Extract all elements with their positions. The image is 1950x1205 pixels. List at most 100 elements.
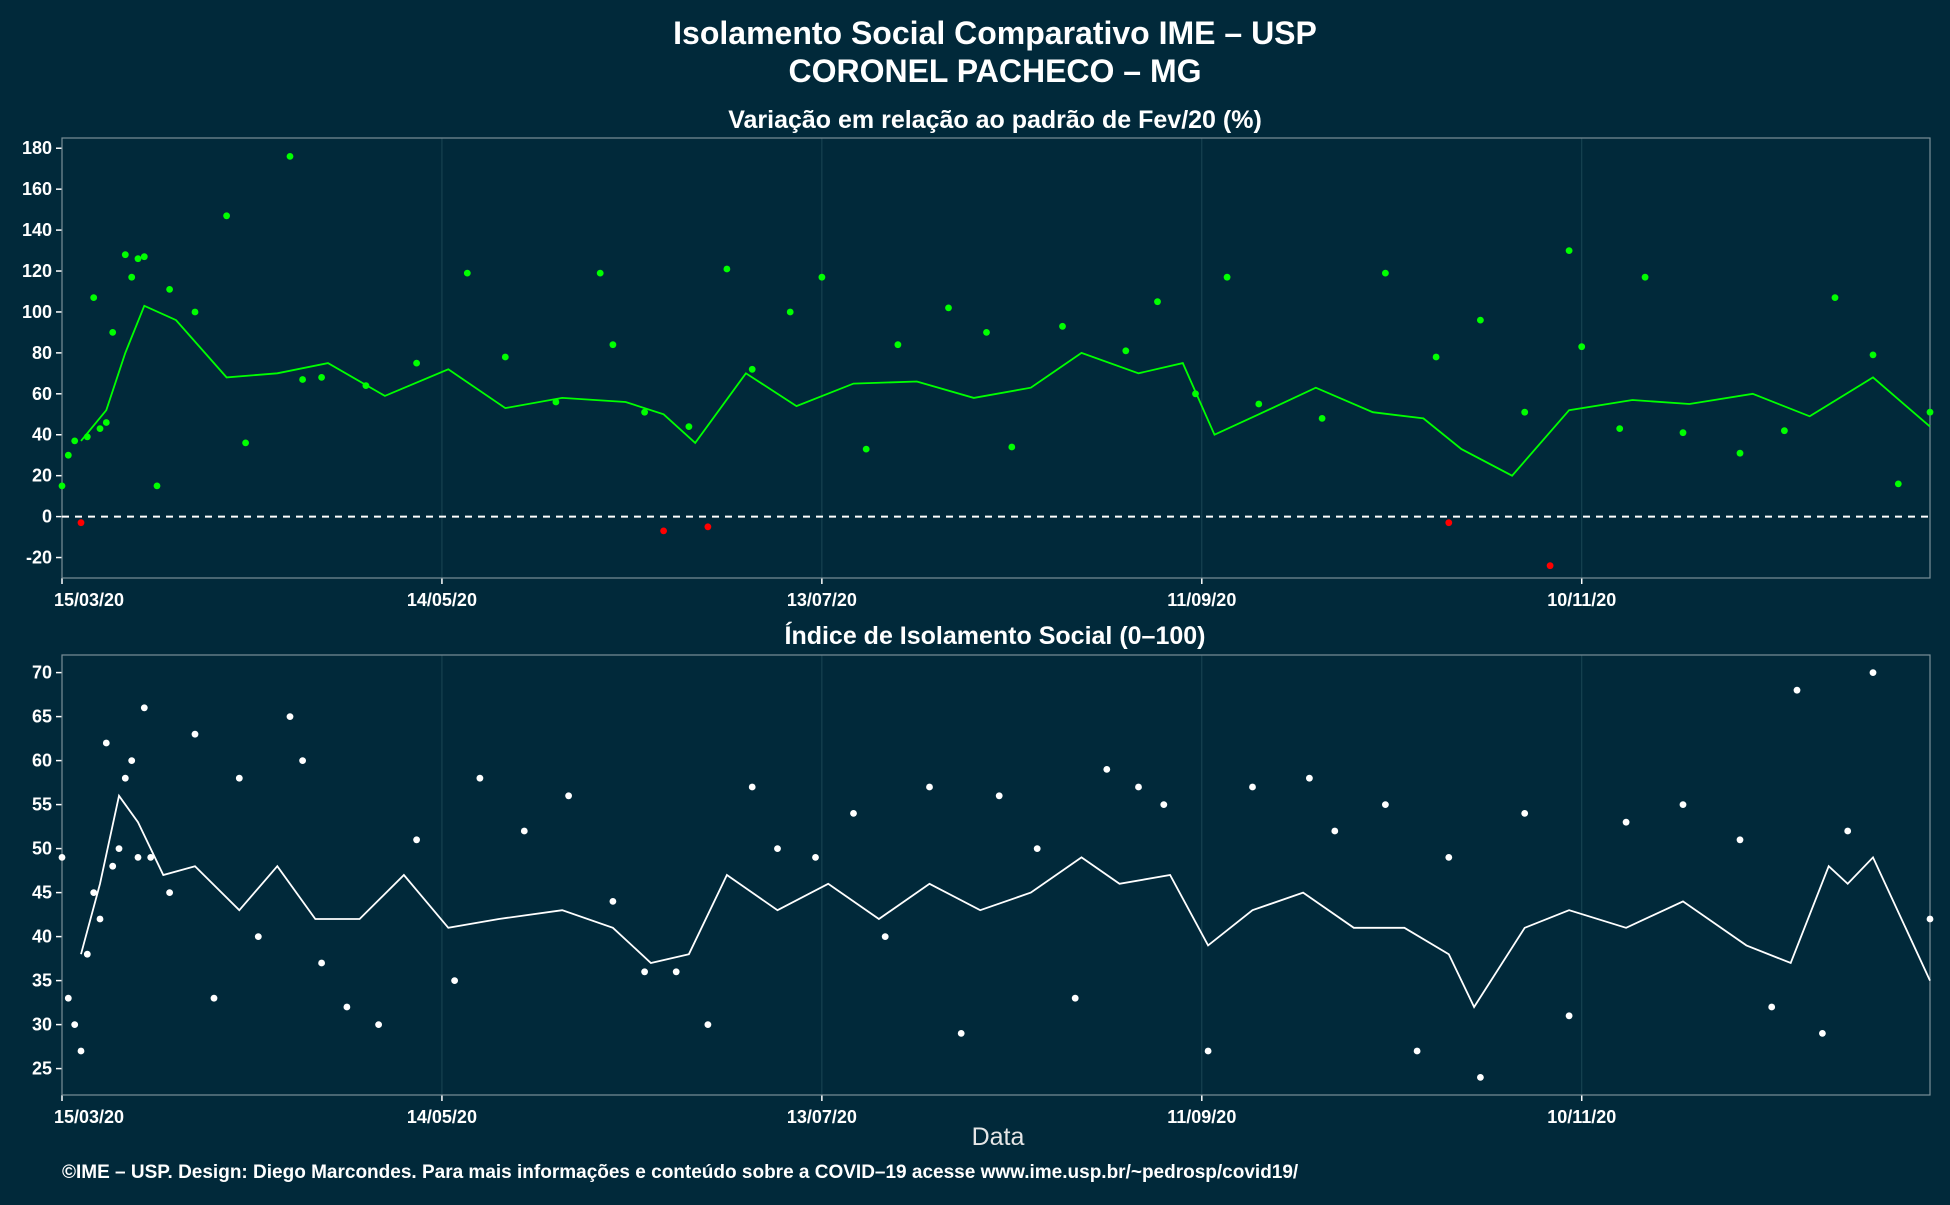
data-point — [90, 889, 98, 896]
data-point — [1781, 427, 1788, 435]
data-point — [1071, 994, 1079, 1002]
data-point — [1154, 298, 1161, 306]
data-point — [957, 1030, 965, 1037]
moving-average-line — [80, 793, 1931, 1009]
data-point — [748, 365, 756, 373]
data-point — [660, 527, 667, 535]
y-tick-label: 50 — [32, 839, 52, 859]
data-point — [375, 1021, 382, 1028]
y-tick-label: 180 — [22, 138, 52, 158]
data-point — [413, 359, 420, 367]
data-point — [1103, 766, 1111, 773]
data-point — [1059, 322, 1066, 330]
y-tick-label: 45 — [32, 883, 52, 903]
data-point — [1546, 562, 1554, 570]
data-point — [299, 376, 306, 383]
y-tick-label: 30 — [32, 1015, 52, 1035]
y-tick-label: 80 — [32, 343, 52, 363]
data-point — [774, 845, 781, 852]
data-point — [641, 968, 648, 976]
data-point — [166, 286, 174, 293]
y-tick-label: 120 — [22, 261, 52, 281]
data-point — [501, 353, 509, 361]
data-point — [1578, 343, 1586, 351]
data-point — [1160, 801, 1168, 808]
data-point — [1926, 915, 1934, 923]
data-point — [995, 792, 1003, 800]
x-tick-label: 11/09/20 — [1167, 1107, 1236, 1127]
data-point — [1565, 247, 1573, 255]
data-point — [83, 433, 91, 441]
y-tick-label: 100 — [22, 302, 52, 322]
y-tick-label: 60 — [32, 751, 52, 771]
data-point — [166, 889, 174, 896]
data-point — [83, 950, 91, 958]
data-point — [1736, 836, 1744, 844]
y-tick-label: 35 — [32, 971, 52, 991]
data-point — [520, 827, 528, 835]
x-tick-label: 14/05/20 — [407, 590, 477, 610]
data-point — [1255, 400, 1263, 408]
data-point — [641, 408, 648, 416]
data-point — [64, 451, 72, 459]
data-point — [1382, 269, 1389, 277]
data-point — [109, 329, 117, 336]
data-point — [286, 153, 294, 160]
y-tick-label: 160 — [22, 179, 52, 199]
data-point — [109, 862, 117, 870]
data-point — [818, 273, 826, 281]
data-point — [128, 273, 136, 281]
moving-average-line — [80, 304, 1931, 477]
data-point — [1223, 273, 1231, 281]
data-point — [1477, 316, 1484, 324]
data-point — [926, 783, 933, 791]
data-point — [77, 519, 85, 527]
x-tick-label: 15/03/20 — [54, 590, 124, 610]
panel-2-title: Índice de Isolamento Social (0–100) — [785, 621, 1206, 650]
data-point — [140, 253, 148, 261]
y-tick-label: 25 — [32, 1059, 52, 1079]
x-tick-label: 13/07/20 — [787, 590, 857, 610]
data-point — [451, 977, 458, 984]
data-point — [1306, 774, 1313, 782]
data-point — [723, 265, 731, 273]
data-point — [96, 915, 104, 923]
figure-title: Isolamento Social Comparativo IME – USP — [673, 15, 1317, 51]
data-point — [121, 774, 129, 782]
x-axis-label: Data — [972, 1123, 1025, 1151]
data-point — [983, 329, 990, 336]
data-point — [121, 251, 129, 259]
x-tick-label: 11/09/20 — [1167, 590, 1236, 610]
data-point — [1926, 408, 1934, 416]
data-point — [812, 854, 819, 861]
data-point — [96, 425, 104, 432]
data-point — [134, 854, 142, 861]
data-point — [1477, 1074, 1484, 1081]
data-point — [552, 398, 560, 406]
data-point — [318, 959, 325, 967]
data-point — [1331, 827, 1339, 835]
data-point — [476, 774, 484, 782]
data-point — [77, 1047, 85, 1055]
data-point — [102, 419, 110, 426]
x-tick-label: 10/11/20 — [1547, 1107, 1616, 1127]
data-point — [894, 341, 902, 349]
data-point — [153, 482, 161, 490]
footer-credit: ©IME – USP. Design: Diego Marcondes. Par… — [62, 1162, 1299, 1183]
data-point — [1521, 810, 1529, 817]
data-point — [1793, 686, 1801, 694]
data-point — [1135, 783, 1142, 791]
data-point — [235, 774, 243, 782]
y-tick-label: 65 — [32, 707, 52, 727]
y-tick-label: 55 — [32, 795, 52, 815]
panel-index: 15/03/20 14/05/20 13/07/20 11/09/20 10/11/20… — [32, 654, 1934, 1127]
y-tick-label: 60 — [32, 384, 52, 404]
data-point — [134, 255, 142, 263]
data-point — [672, 968, 680, 976]
data-point — [1679, 429, 1687, 437]
data-point — [1413, 1047, 1421, 1055]
data-point — [223, 212, 231, 220]
data-point — [102, 739, 110, 747]
data-point — [343, 1003, 351, 1011]
